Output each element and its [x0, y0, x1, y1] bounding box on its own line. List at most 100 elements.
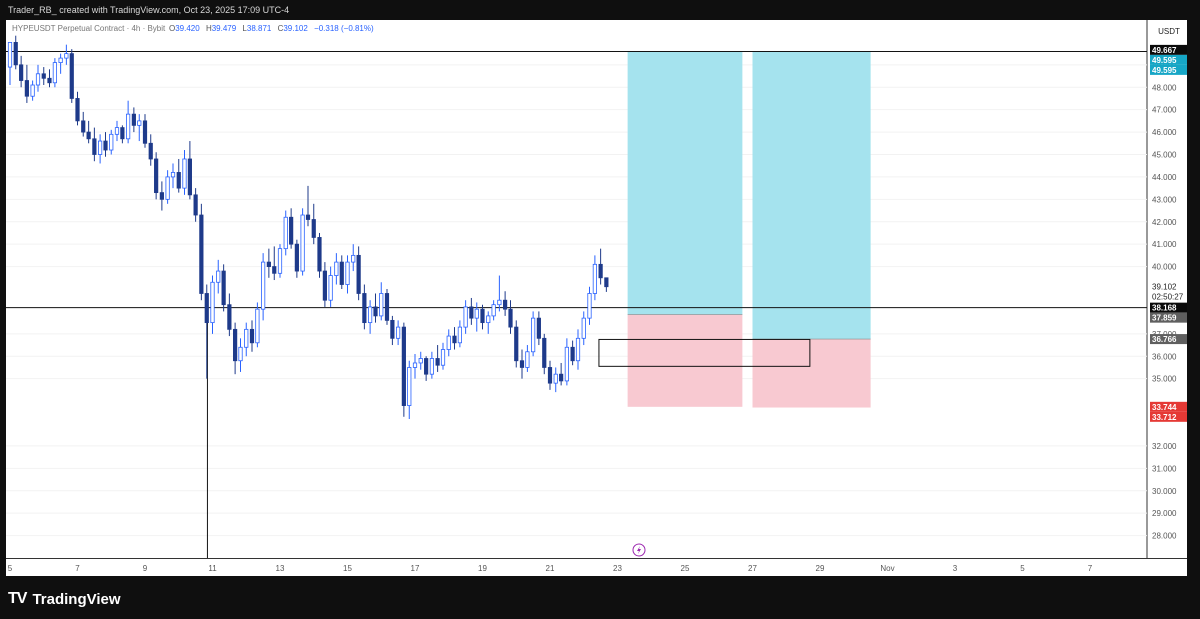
candle-body[interactable]	[508, 308, 513, 328]
candle-body[interactable]	[92, 138, 97, 155]
candle-body[interactable]	[58, 57, 63, 63]
candle-body[interactable]	[182, 158, 187, 189]
candle-body[interactable]	[165, 176, 170, 200]
candle-body[interactable]	[440, 349, 446, 366]
candle-body[interactable]	[429, 358, 434, 375]
candle-body[interactable]	[193, 194, 198, 216]
candle-body[interactable]	[233, 328, 238, 362]
candle-body[interactable]	[491, 304, 496, 317]
candle-body[interactable]	[531, 317, 536, 353]
candle-body[interactable]	[328, 275, 333, 301]
candle-body[interactable]	[221, 270, 226, 306]
candle-body[interactable]	[159, 192, 164, 200]
candle-body[interactable]	[469, 306, 474, 319]
candle-body[interactable]	[362, 293, 367, 324]
candle-body[interactable]	[176, 172, 181, 189]
candle-body[interactable]	[305, 214, 311, 220]
candle-body[interactable]	[35, 73, 41, 86]
candle-body[interactable]	[334, 261, 339, 276]
candle-body[interactable]	[114, 127, 120, 135]
candle-body[interactable]	[120, 127, 125, 140]
stop-zone[interactable]	[752, 339, 871, 408]
candle-body[interactable]	[244, 328, 249, 348]
candle-body[interactable]	[52, 62, 57, 84]
candle-body[interactable]	[474, 308, 479, 319]
candle-body[interactable]	[339, 261, 344, 285]
candle-body[interactable]	[581, 317, 586, 339]
candle-body[interactable]	[463, 306, 468, 328]
candle-body[interactable]	[238, 346, 243, 362]
candle-body[interactable]	[142, 120, 148, 144]
candle-body[interactable]	[283, 216, 288, 250]
candle-body[interactable]	[24, 80, 29, 97]
candle-body[interactable]	[148, 142, 153, 160]
candle-body[interactable]	[407, 367, 412, 406]
candle-body[interactable]	[424, 358, 429, 375]
candle-body[interactable]	[289, 216, 294, 245]
candle-body[interactable]	[604, 277, 609, 288]
candle-body[interactable]	[553, 373, 558, 384]
candle-body[interactable]	[598, 263, 603, 279]
candle-body[interactable]	[587, 293, 592, 319]
candle-body[interactable]	[294, 243, 299, 272]
candle-body[interactable]	[266, 261, 271, 267]
candle-body[interactable]	[486, 315, 491, 324]
candle-body[interactable]	[547, 367, 553, 384]
candle-body[interactable]	[452, 335, 457, 344]
candle-body[interactable]	[351, 254, 356, 263]
candle-body[interactable]	[536, 317, 541, 339]
candle-body[interactable]	[109, 133, 114, 151]
candle-body[interactable]	[41, 73, 46, 79]
candle-body[interactable]	[272, 266, 277, 274]
candle-body[interactable]	[75, 98, 80, 122]
candle-body[interactable]	[154, 158, 159, 194]
candle-body[interactable]	[570, 346, 575, 362]
candle-body[interactable]	[503, 299, 508, 310]
candle-body[interactable]	[30, 84, 35, 97]
candle-body[interactable]	[525, 351, 530, 368]
candle-body[interactable]	[126, 113, 131, 140]
candle-body[interactable]	[418, 358, 423, 364]
candle-body[interactable]	[575, 337, 581, 362]
stop-zone[interactable]	[627, 314, 743, 407]
candle-body[interactable]	[255, 308, 260, 344]
candle-body[interactable]	[373, 306, 378, 317]
candle-body[interactable]	[137, 120, 142, 126]
candle-body[interactable]	[384, 293, 390, 321]
candle-body[interactable]	[7, 42, 13, 68]
candle-body[interactable]	[435, 358, 440, 366]
candle-body[interactable]	[103, 140, 108, 151]
candle-body[interactable]	[457, 326, 462, 344]
candle-body[interactable]	[300, 214, 305, 272]
candle-body[interactable]	[13, 42, 18, 66]
candle-body[interactable]	[542, 337, 547, 368]
candle-body[interactable]	[401, 326, 406, 406]
target-zone[interactable]	[627, 51, 743, 315]
candle-body[interactable]	[227, 304, 232, 330]
candle-body[interactable]	[277, 248, 283, 274]
target-zone[interactable]	[752, 51, 871, 340]
rectangle-drawing[interactable]	[598, 338, 811, 367]
candle-body[interactable]	[345, 261, 350, 285]
candle-body[interactable]	[446, 335, 451, 350]
candle-body[interactable]	[480, 308, 485, 324]
candle-body[interactable]	[69, 53, 74, 99]
candle-body[interactable]	[19, 64, 24, 81]
candle-body[interactable]	[379, 293, 384, 317]
candle-body[interactable]	[317, 237, 322, 272]
candle-body[interactable]	[322, 270, 327, 301]
candle-body[interactable]	[47, 77, 52, 84]
candle-body[interactable]	[412, 362, 418, 368]
candle-body[interactable]	[592, 263, 597, 294]
candle-body[interactable]	[368, 306, 373, 324]
lightning-icon[interactable]	[632, 543, 646, 557]
candle-body[interactable]	[131, 113, 136, 126]
candle-body[interactable]	[497, 299, 502, 306]
candle-body[interactable]	[396, 326, 401, 339]
candle-body[interactable]	[514, 326, 519, 362]
candle-body[interactable]	[390, 319, 395, 339]
candle-body[interactable]	[519, 360, 525, 368]
candle-body[interactable]	[170, 172, 176, 178]
candle-body[interactable]	[199, 214, 204, 294]
